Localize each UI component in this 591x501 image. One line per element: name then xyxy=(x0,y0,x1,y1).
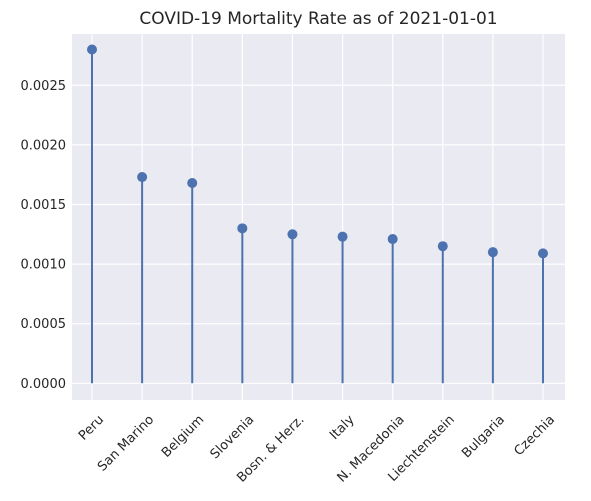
data-point-marker xyxy=(437,241,448,252)
plot-area xyxy=(72,34,565,400)
x-tick-label: Italy xyxy=(327,412,358,443)
x-tick-label: Peru xyxy=(76,412,107,443)
x-tick-label: Bulgaria xyxy=(459,412,508,461)
y-tick-label: 0.0015 xyxy=(21,198,67,213)
y-tick-label: 0.0005 xyxy=(21,317,67,332)
y-tick-label: 0.0025 xyxy=(21,79,67,94)
data-point-marker xyxy=(87,44,97,55)
chart-title: COVID-19 Mortality Rate as of 2021-01-01 xyxy=(139,9,497,29)
data-point-marker xyxy=(337,231,348,242)
x-tick-label: Slovenia xyxy=(208,412,258,462)
y-tick-label: 0.0010 xyxy=(21,258,67,273)
markers xyxy=(87,44,548,259)
y-tick-label: 0.0020 xyxy=(21,138,67,153)
data-point-marker xyxy=(538,248,548,259)
stems xyxy=(91,49,544,384)
data-point-marker xyxy=(387,234,398,245)
data-point-marker xyxy=(287,229,298,240)
x-tick-label: Belgium xyxy=(159,412,207,460)
y-tick-label: 0.0000 xyxy=(21,377,67,392)
data-point-marker xyxy=(237,223,248,234)
x-tick-label: Czechia xyxy=(511,412,558,459)
data-point-marker xyxy=(487,247,498,258)
data-point-marker xyxy=(137,172,148,183)
y-axis-ticks: 0.0000 0.0005 0.0010 0.0015 0.0020 0.0025 xyxy=(21,79,67,392)
data-point-marker xyxy=(187,178,198,189)
